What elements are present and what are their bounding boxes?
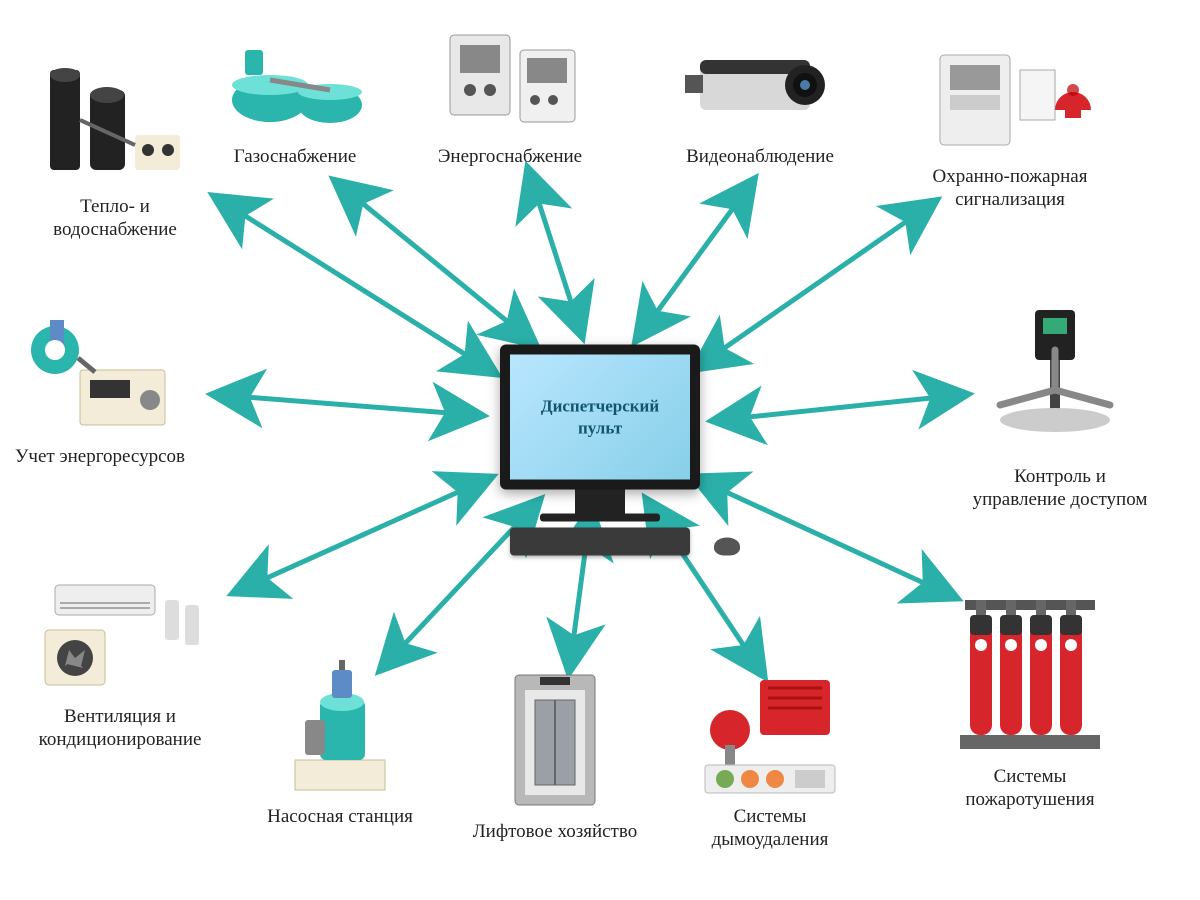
- monitor-icon: Диспетчерский пульт: [500, 345, 700, 490]
- central-node: Диспетчерский пульт: [500, 345, 700, 556]
- node-label-hvac: Вентиляция и кондиционирование: [30, 706, 210, 752]
- arrow-cctv: [640, 185, 750, 335]
- node-hvac: Вентиляция и кондиционирование: [30, 570, 210, 752]
- node-label-elevator: Лифтовое хозяйство: [473, 821, 637, 844]
- elevator-icon: [500, 665, 610, 815]
- central-label: Диспетчерский пульт: [510, 355, 690, 480]
- node-label-meter: Учет энергоресурсов: [15, 446, 185, 469]
- access-icon: [975, 300, 1145, 460]
- node-pump: Насосная станция: [250, 660, 430, 829]
- fire-ext-icon: [950, 590, 1110, 760]
- smoke-icon: [690, 670, 850, 800]
- arrow-energy: [530, 175, 580, 330]
- node-gas: Газоснабжение: [205, 30, 385, 169]
- node-cctv: Видеонаблюдение: [670, 30, 850, 169]
- arrow-meter: [220, 395, 475, 415]
- node-access: Контроль и управление доступом: [970, 300, 1150, 512]
- arrow-fire-ext: [700, 480, 950, 595]
- node-label-cctv: Видеонаблюдение: [686, 146, 834, 169]
- fire-alarm-icon: [925, 40, 1095, 160]
- node-label-heat-water: Тепло- и водоснабжение: [25, 196, 205, 242]
- hvac-icon: [35, 570, 205, 700]
- node-label-access: Контроль и управление доступом: [970, 466, 1150, 512]
- arrow-fire-alarm: [700, 205, 930, 365]
- arrow-access: [720, 395, 960, 420]
- node-label-fire-ext: Системы пожаротушения: [940, 766, 1120, 812]
- node-elevator: Лифтовое хозяйство: [465, 665, 645, 844]
- diagram-container: Диспетчерский пульт Тепло- и водоснабжен…: [0, 0, 1200, 900]
- arrow-hvac: [240, 480, 485, 590]
- node-label-gas: Газоснабжение: [234, 146, 357, 169]
- arrow-heat-water: [220, 200, 490, 370]
- monitor-base: [540, 514, 660, 522]
- node-energy: Энергоснабжение: [420, 20, 600, 169]
- node-label-energy: Энергоснабжение: [438, 146, 582, 169]
- node-label-pump: Насосная станция: [267, 806, 413, 829]
- pump-icon: [270, 660, 410, 800]
- node-label-fire-alarm: Охранно-пожарная сигнализация: [920, 166, 1100, 212]
- keyboard-icon: [510, 528, 690, 556]
- node-meter: Учет энергоресурсов: [10, 310, 190, 469]
- monitor-stand: [575, 490, 625, 514]
- mouse-icon: [714, 538, 740, 556]
- arrow-gas: [340, 185, 530, 340]
- node-fire-ext: Системы пожаротушения: [940, 590, 1120, 812]
- node-heat-water: Тепло- и водоснабжение: [25, 50, 205, 242]
- heat-water-icon: [40, 50, 190, 190]
- node-smoke: Системы дымоудаления: [680, 670, 860, 852]
- meter-icon: [20, 310, 180, 440]
- node-label-smoke: Системы дымоудаления: [680, 806, 860, 852]
- node-fire-alarm: Охранно-пожарная сигнализация: [920, 40, 1100, 212]
- energy-icon: [435, 20, 585, 140]
- gas-icon: [215, 30, 375, 140]
- cctv-icon: [680, 30, 840, 140]
